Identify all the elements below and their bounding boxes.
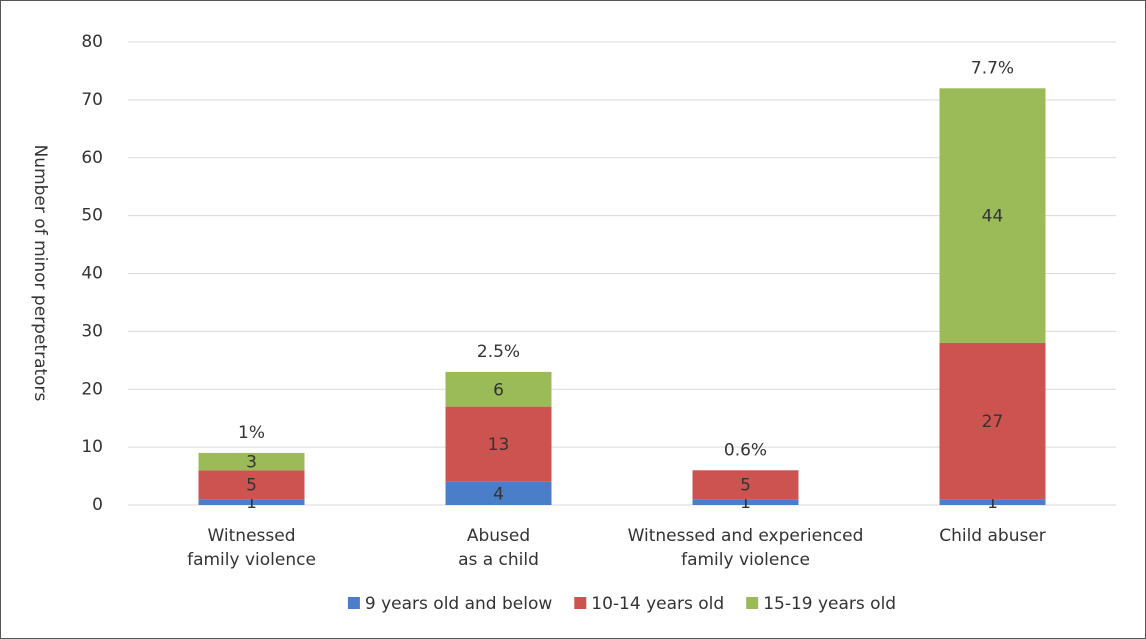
bar-segment <box>692 499 799 505</box>
data-label: 1 <box>740 493 751 513</box>
total-label: 0.6% <box>724 440 767 460</box>
data-label: 3 <box>246 453 257 473</box>
legend-swatch <box>347 597 360 609</box>
bar-segment <box>445 406 552 482</box>
x-tick-label: Abused <box>467 526 530 546</box>
x-tick-label: Witnessed <box>207 526 295 546</box>
data-label: 1 <box>246 493 257 513</box>
bar-segment <box>445 481 552 505</box>
y-tick-label: 20 <box>81 379 103 399</box>
y-axis-label: Number of minor perpetrators <box>30 145 50 402</box>
y-tick-label: 0 <box>92 495 103 515</box>
legend-label: 9 years old and below <box>365 594 552 614</box>
x-tick-label: family violence <box>187 550 316 570</box>
data-label: 44 <box>982 207 1004 227</box>
x-tick-label: family violence <box>681 550 810 570</box>
total-label: 1% <box>238 423 265 443</box>
y-tick-label: 10 <box>81 437 103 457</box>
legend-label: 10-14 years old <box>591 594 724 614</box>
data-label: 4 <box>493 484 504 504</box>
bar-segment <box>445 371 552 407</box>
x-tick-label: Witnessed and experienced <box>628 526 864 546</box>
data-label: 5 <box>246 476 257 496</box>
y-tick-label: 30 <box>81 321 103 341</box>
y-tick-label: 80 <box>81 32 103 52</box>
bar-segment <box>198 452 305 471</box>
bar-segment <box>198 499 305 505</box>
data-label: 6 <box>493 380 504 400</box>
bar-segment <box>939 88 1046 343</box>
y-tick-label: 50 <box>81 206 103 226</box>
y-tick-label: 60 <box>81 148 103 168</box>
data-label: 1 <box>987 493 998 513</box>
x-tick-label: Child abuser <box>939 526 1046 546</box>
bar-segment <box>198 470 305 500</box>
legend-label: 15-19 years old <box>763 594 896 614</box>
bar-segment <box>692 470 799 500</box>
total-label: 7.7% <box>971 58 1014 78</box>
legend-swatch <box>746 597 759 609</box>
data-label: 5 <box>740 476 751 496</box>
bar-segment <box>939 342 1046 500</box>
data-label: 13 <box>488 435 510 455</box>
x-tick-label: as a child <box>458 550 539 570</box>
total-label: 2.5% <box>477 342 520 362</box>
y-tick-label: 40 <box>81 264 103 284</box>
y-tick-label: 70 <box>81 90 103 110</box>
bar-segment <box>939 499 1046 505</box>
data-label: 27 <box>982 412 1004 432</box>
legend-swatch <box>574 597 587 609</box>
